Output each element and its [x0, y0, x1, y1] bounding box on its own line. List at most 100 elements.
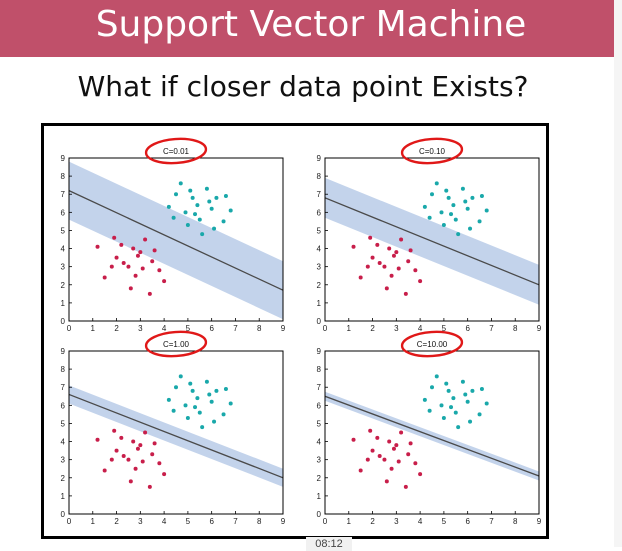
data-point — [190, 195, 195, 200]
y-tick-label: 4 — [61, 245, 66, 254]
y-tick-label: 6 — [317, 208, 322, 217]
x-tick-label: 4 — [162, 517, 167, 526]
decision-boundary — [325, 395, 539, 477]
y-tick-label: 9 — [61, 154, 66, 163]
data-point — [430, 385, 434, 390]
data-point — [193, 212, 198, 217]
data-point — [143, 237, 148, 242]
data-point — [449, 405, 454, 410]
data-point — [406, 259, 411, 264]
data-point — [377, 261, 382, 266]
data-point — [430, 192, 434, 197]
data-point — [109, 264, 114, 269]
x-tick-label: 4 — [418, 517, 423, 526]
x-tick-label: 6 — [209, 517, 214, 526]
data-point — [128, 479, 133, 484]
data-point — [391, 253, 396, 258]
data-point — [453, 410, 458, 415]
y-tick-label: 9 — [61, 347, 66, 356]
x-tick-label: 6 — [209, 324, 214, 333]
data-point — [150, 452, 155, 457]
data-point — [157, 268, 162, 273]
data-point — [389, 273, 394, 278]
data-point — [195, 203, 200, 208]
data-point — [387, 439, 392, 444]
data-point — [384, 479, 389, 484]
x-tick-label: 8 — [257, 517, 262, 526]
x-tick-label: 3 — [394, 324, 399, 333]
data-point — [446, 195, 451, 200]
slide-subtitle: What if closer data point Exists? — [77, 70, 529, 103]
data-point — [441, 416, 446, 421]
data-point — [162, 472, 167, 477]
y-tick-label: 0 — [317, 317, 322, 326]
data-point — [479, 387, 484, 392]
data-point — [444, 188, 449, 193]
y-tick-label: 3 — [61, 456, 66, 465]
data-point — [207, 199, 212, 204]
data-point — [477, 219, 482, 224]
scroll-edge — [614, 0, 622, 547]
svm-plot-2: 0 1 2 3 4 5 6 7 8 9 0 1 2 3 4 5 6 7 8 9 C=0.10 — [317, 137, 542, 333]
data-point — [178, 181, 183, 186]
data-point — [351, 244, 356, 249]
data-point — [171, 215, 176, 220]
data-point — [135, 253, 140, 258]
data-point — [174, 192, 178, 197]
x-tick-label: 7 — [489, 517, 494, 526]
plot-title: C=10.00 — [417, 340, 448, 349]
y-tick-label: 2 — [61, 281, 66, 290]
data-point — [484, 208, 489, 213]
data-point — [389, 466, 394, 471]
data-point — [382, 264, 387, 269]
data-point — [387, 246, 392, 251]
data-point — [382, 457, 387, 462]
y-tick-label: 9 — [317, 154, 322, 163]
x-tick-label: 7 — [233, 517, 238, 526]
data-point — [228, 208, 233, 213]
y-tick-label: 5 — [61, 419, 66, 428]
y-tick-label: 2 — [317, 474, 322, 483]
data-point — [140, 266, 145, 271]
data-point — [370, 448, 375, 453]
data-point — [479, 194, 484, 199]
data-point — [470, 195, 475, 200]
x-tick-label: 0 — [323, 517, 328, 526]
data-point — [451, 396, 456, 401]
data-point — [178, 374, 183, 379]
data-point — [465, 399, 470, 404]
y-tick-label: 6 — [317, 401, 322, 410]
data-point — [185, 416, 190, 421]
data-point — [162, 279, 167, 284]
data-point — [451, 203, 456, 208]
x-tick-label: 0 — [67, 517, 72, 526]
x-tick-label: 9 — [281, 517, 286, 526]
data-point — [95, 437, 100, 442]
y-tick-label: 1 — [61, 492, 66, 501]
y-tick-label: 4 — [61, 438, 66, 447]
data-point — [114, 448, 119, 453]
data-point — [439, 210, 444, 215]
data-point — [408, 441, 413, 446]
data-point — [109, 457, 114, 462]
data-point — [375, 242, 380, 247]
x-tick-label: 1 — [347, 324, 352, 333]
slide-title: Support Vector Machine — [95, 4, 527, 45]
x-tick-label: 8 — [513, 517, 518, 526]
data-point — [403, 291, 408, 296]
data-point — [465, 206, 470, 211]
y-tick-label: 8 — [61, 365, 66, 374]
data-point — [358, 468, 363, 473]
x-tick-label: 1 — [91, 324, 96, 333]
data-point — [449, 212, 454, 217]
x-tick-label: 6 — [465, 324, 470, 333]
data-point — [456, 232, 461, 237]
data-point — [351, 437, 356, 442]
x-tick-label: 7 — [233, 324, 238, 333]
data-point — [422, 204, 427, 209]
data-point — [370, 255, 375, 260]
y-tick-label: 0 — [61, 317, 66, 326]
y-tick-label: 5 — [317, 419, 322, 428]
data-point — [368, 428, 373, 433]
plot-frame — [68, 157, 284, 322]
